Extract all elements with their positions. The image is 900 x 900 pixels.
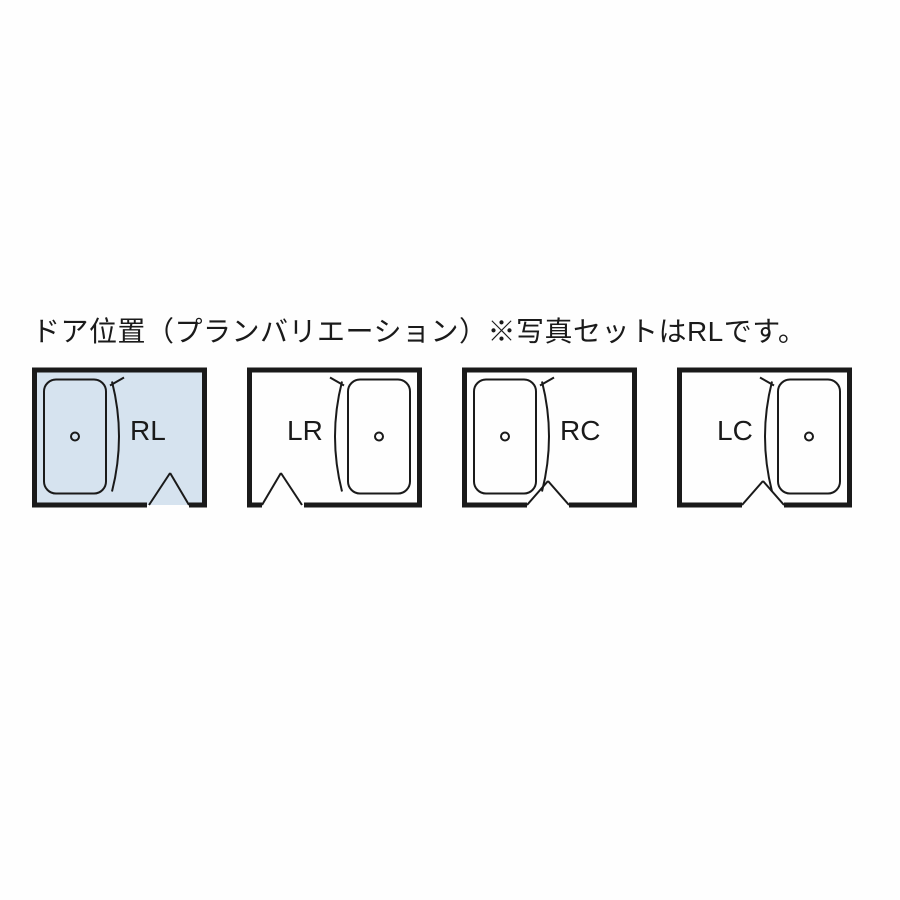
plan-rc: RC bbox=[462, 360, 637, 515]
plan-lc: LC bbox=[677, 360, 852, 515]
plan-label: LR bbox=[287, 415, 323, 447]
floorplan-icon bbox=[247, 360, 422, 515]
floorplan-icon bbox=[462, 360, 637, 515]
heading-text: ドア位置（プランバリエーション）※写真セットはRLです。 bbox=[32, 310, 806, 350]
plan-label: RC bbox=[560, 415, 600, 447]
plan-lr: LR bbox=[247, 360, 422, 515]
plan-label: LC bbox=[717, 415, 753, 447]
plan-row: RL LR RC LC bbox=[32, 360, 852, 515]
plan-label: RL bbox=[130, 415, 166, 447]
plan-rl: RL bbox=[32, 360, 207, 515]
floorplan-icon bbox=[677, 360, 852, 515]
floorplan-icon bbox=[32, 360, 207, 515]
